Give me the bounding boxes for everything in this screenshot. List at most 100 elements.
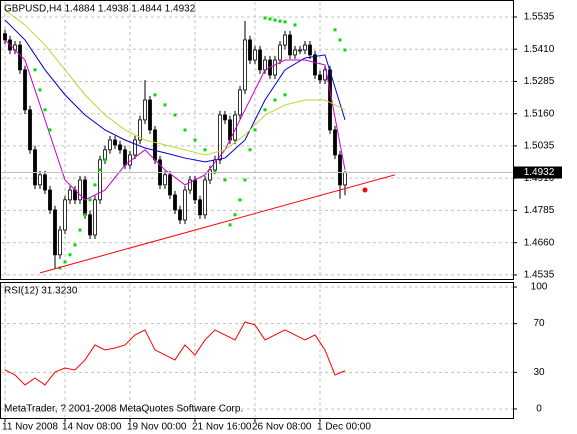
- y-tick-label: 1.4535: [524, 270, 555, 281]
- rsi-frame: [0, 282, 514, 419]
- candle-body: [238, 89, 242, 116]
- sar-dot: [173, 113, 177, 117]
- sar-dot: [63, 260, 67, 264]
- candle-body: [48, 189, 52, 211]
- candle-body: [248, 39, 252, 61]
- sar-dot: [273, 18, 277, 22]
- x-tick-label: 1 Dec 00:00: [317, 422, 371, 433]
- candle-body: [298, 49, 302, 52]
- price-frame: [0, 0, 514, 280]
- candle-body: [58, 229, 62, 256]
- candle-body: [178, 209, 182, 221]
- candle-body: [168, 174, 172, 196]
- rsi-line: [4, 321, 346, 386]
- candle-body: [273, 59, 277, 76]
- sar-dot: [73, 243, 77, 247]
- candle-body: [318, 74, 322, 81]
- candle-body: [243, 39, 247, 91]
- sar-dot: [233, 213, 237, 217]
- candle-body: [118, 144, 122, 151]
- candle-body: [203, 179, 207, 216]
- candle-body: [333, 129, 337, 156]
- sar-dot: [223, 178, 227, 182]
- sar-dot: [293, 23, 297, 27]
- sar-dot: [203, 148, 207, 152]
- sar-dot: [93, 183, 97, 187]
- candle-body: [338, 154, 342, 186]
- y-tick-label: 30: [533, 367, 545, 378]
- candle-body: [208, 169, 212, 181]
- candle-body: [288, 34, 292, 56]
- candle-body: [143, 99, 147, 121]
- candle-body: [53, 209, 57, 256]
- candle-body: [183, 189, 187, 221]
- candle-body: [198, 199, 202, 216]
- sar-dot: [213, 170, 217, 174]
- candle-body: [93, 199, 97, 236]
- candle-body: [113, 139, 117, 146]
- y-tick-label: 1.5160: [524, 108, 555, 119]
- y-tick-label: 100: [531, 282, 548, 293]
- y-tick-label: 1.5285: [524, 76, 555, 87]
- price-box: [514, 166, 562, 179]
- sar-dot: [333, 28, 337, 32]
- sar-dot: [263, 108, 267, 112]
- sar-dot: [238, 198, 242, 202]
- price-box-label: 1.4932: [524, 167, 555, 178]
- sar-dot: [243, 178, 247, 182]
- sar-dot: [283, 20, 287, 24]
- rsi-panel: [1, 283, 513, 417]
- sar-dot: [228, 223, 232, 227]
- candle-body: [78, 179, 82, 201]
- y-tick-label: 70: [533, 318, 545, 329]
- candle-body: [88, 214, 92, 236]
- candle-body: [68, 189, 72, 201]
- candle-body: [28, 109, 32, 151]
- price-title: GBPUSD,H4 1.4884 1.4938 1.4844 1.4932: [4, 4, 196, 15]
- y-tick-label: 1.4660: [524, 237, 555, 248]
- candle-body: [328, 69, 332, 131]
- candle-body: [263, 59, 267, 71]
- sar-dot: [58, 266, 62, 270]
- y-tick-label: 1.5035: [524, 141, 555, 152]
- candle-body: [153, 129, 157, 161]
- candle-body: [343, 172, 347, 186]
- x-tick-label: 26 Nov 08:00: [252, 422, 312, 433]
- trendline: [39, 174, 396, 274]
- sar-dot: [248, 148, 252, 152]
- x-tick-label: 14 Nov 08:00: [62, 422, 122, 433]
- y-tick-label: 0: [536, 404, 542, 415]
- candle-body: [38, 174, 42, 186]
- candle-body: [303, 44, 307, 51]
- y-tick-label: 1.5410: [524, 44, 555, 55]
- candle-body: [193, 179, 197, 201]
- candle-body: [43, 174, 47, 191]
- candle-body: [308, 44, 312, 56]
- candle-body: [223, 114, 227, 121]
- candle-body: [18, 44, 22, 71]
- sar-dot: [88, 198, 92, 202]
- sar-dot: [153, 93, 157, 97]
- sar-dot: [263, 16, 267, 20]
- sar-dot: [343, 48, 347, 52]
- candle-body: [103, 149, 107, 161]
- y-tick-label: 1.5535: [524, 12, 555, 23]
- candle-body: [188, 179, 192, 191]
- price-panel: [1, 2, 513, 278]
- footer: MetaTrader, ? 2001-2008 MetaQuotes Softw…: [4, 404, 243, 415]
- sar-dot: [33, 68, 37, 72]
- sar-dot: [78, 228, 82, 232]
- candle-body: [253, 49, 257, 61]
- x-tick-label: 19 Nov 00:00: [127, 422, 187, 433]
- candle-body: [173, 194, 177, 211]
- candle-body: [138, 119, 142, 141]
- sar-dot: [43, 108, 47, 112]
- sar-dot: [338, 38, 342, 42]
- sar-dot: [183, 128, 187, 132]
- candle-body: [123, 149, 127, 166]
- rsi-title: RSI(12) 31.3230: [4, 286, 78, 297]
- candle-body: [63, 199, 67, 231]
- y-tick-label: 1.4785: [524, 205, 555, 216]
